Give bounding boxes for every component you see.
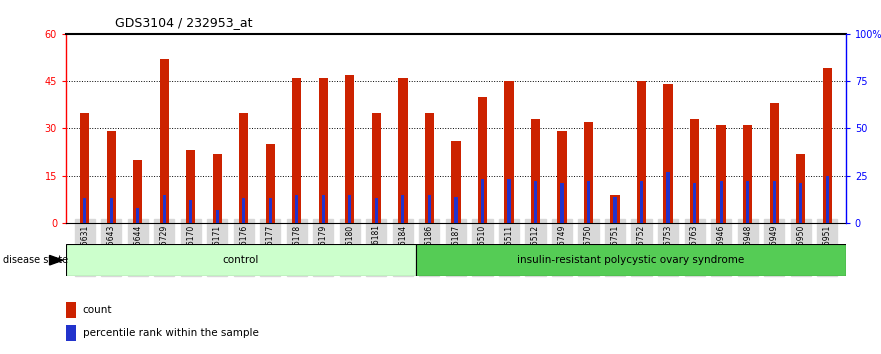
- Bar: [186, 150, 196, 223]
- Bar: [345, 75, 354, 223]
- Bar: [372, 113, 381, 223]
- Bar: [693, 183, 696, 223]
- Bar: [292, 78, 301, 223]
- Text: count: count: [83, 305, 112, 315]
- Bar: [584, 122, 593, 223]
- Text: insulin-resistant polycystic ovary syndrome: insulin-resistant polycystic ovary syndr…: [517, 255, 744, 265]
- Bar: [163, 195, 166, 223]
- Bar: [398, 78, 408, 223]
- Bar: [640, 181, 643, 223]
- Bar: [478, 97, 487, 223]
- Bar: [322, 195, 325, 223]
- Bar: [428, 195, 431, 223]
- Bar: [216, 210, 218, 223]
- Bar: [504, 81, 514, 223]
- Bar: [746, 181, 749, 223]
- Text: percentile rank within the sample: percentile rank within the sample: [83, 328, 259, 338]
- Bar: [637, 81, 646, 223]
- Bar: [136, 208, 139, 223]
- Polygon shape: [49, 256, 63, 265]
- Bar: [401, 195, 404, 223]
- Bar: [133, 160, 143, 223]
- Text: disease state: disease state: [3, 255, 68, 265]
- Bar: [825, 176, 829, 223]
- Bar: [319, 78, 328, 223]
- Bar: [796, 154, 805, 223]
- Bar: [481, 179, 484, 223]
- Bar: [769, 103, 779, 223]
- Bar: [416, 244, 846, 276]
- Bar: [66, 302, 76, 318]
- Bar: [690, 119, 700, 223]
- Bar: [587, 181, 590, 223]
- Bar: [239, 113, 248, 223]
- Bar: [159, 59, 169, 223]
- Text: control: control: [223, 255, 259, 265]
- Bar: [189, 200, 192, 223]
- Bar: [455, 196, 457, 223]
- Bar: [83, 198, 86, 223]
- Bar: [531, 119, 540, 223]
- Bar: [109, 198, 113, 223]
- Bar: [534, 181, 537, 223]
- Bar: [425, 113, 434, 223]
- Bar: [507, 179, 511, 223]
- Bar: [242, 198, 245, 223]
- Bar: [799, 183, 803, 223]
- Bar: [269, 198, 272, 223]
- Bar: [66, 325, 76, 341]
- Bar: [613, 196, 617, 223]
- Bar: [667, 172, 670, 223]
- Bar: [107, 131, 115, 223]
- Bar: [374, 198, 378, 223]
- Bar: [266, 144, 275, 223]
- Bar: [451, 141, 461, 223]
- Bar: [823, 68, 832, 223]
- Bar: [558, 131, 566, 223]
- Bar: [773, 181, 776, 223]
- Bar: [720, 181, 722, 223]
- Text: GDS3104 / 232953_at: GDS3104 / 232953_at: [115, 16, 252, 29]
- Bar: [80, 113, 89, 223]
- Bar: [716, 125, 726, 223]
- Bar: [560, 183, 564, 223]
- Bar: [348, 195, 352, 223]
- Bar: [663, 84, 673, 223]
- Bar: [212, 154, 222, 223]
- Bar: [611, 195, 619, 223]
- Bar: [743, 125, 752, 223]
- Bar: [295, 195, 299, 223]
- Bar: [66, 244, 416, 276]
